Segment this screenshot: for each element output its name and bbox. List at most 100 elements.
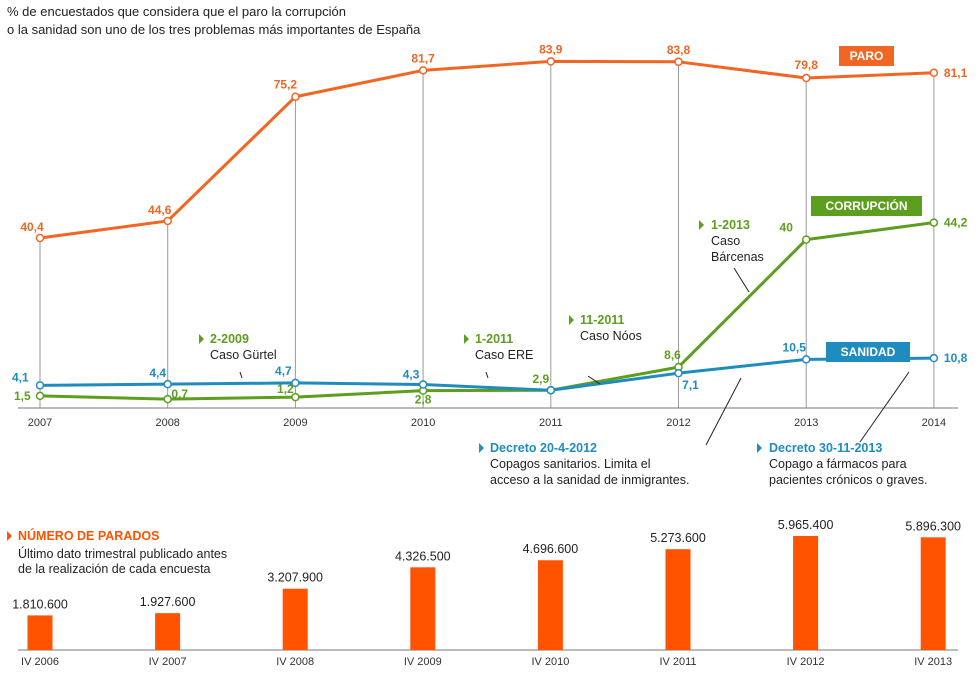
- annotation-arrow-1: [464, 334, 469, 344]
- data-point-0-2: [291, 92, 300, 101]
- bar-chart-subtitle-1: de la realización de cada encuesta: [18, 562, 211, 576]
- bar-chart-title: NÚMERO DE PARADOS: [18, 528, 159, 543]
- data-point-0-7: [929, 68, 939, 78]
- data-label-1-5: 8,6: [664, 348, 681, 362]
- series-line-2: [39, 356, 934, 392]
- x-tick-label-2013: 2013: [794, 417, 818, 429]
- annotation-title-2: 11-2011: [580, 313, 625, 327]
- data-point-1-7: [929, 218, 939, 227]
- bar-value-label-4: 4.696.600: [523, 542, 579, 556]
- data-point-1-1: [163, 394, 172, 404]
- data-label-2-1: 4,4: [149, 366, 166, 380]
- annotation-title-1: 1-2011: [475, 332, 513, 346]
- data-point-0-6: [801, 73, 811, 83]
- annotation-text-2-0: Caso Nóos: [580, 329, 642, 343]
- data-label-2-6: 10,5: [783, 340, 807, 354]
- data-label-1-3: 2,8: [415, 393, 432, 407]
- annotation-text-4-1: acceso a la sanidad de inmigrantes.: [490, 473, 689, 487]
- data-label-1-6: 40: [780, 221, 794, 235]
- data-label-1-1: 0,7: [171, 387, 188, 401]
- legend-box-2: [826, 342, 910, 362]
- bar-chart-title-arrow: [7, 531, 12, 541]
- bar-chart: NÚMERO DE PARADOS Último dato trimestral …: [7, 518, 961, 668]
- annotation-title-5: Decreto 30-11-2013: [769, 441, 882, 455]
- annotation-title-4: Decreto 20-4-2012: [490, 441, 597, 455]
- data-label-0-0: 40,4: [20, 220, 44, 234]
- data-point-1-0: [35, 391, 45, 401]
- data-point-2-5: [674, 368, 683, 378]
- data-point-0-3: [418, 66, 428, 75]
- data-label-2-0: 4,1: [12, 370, 29, 384]
- data-label-1-4: 2,9: [532, 372, 549, 386]
- x-tick-label-2010: 2010: [411, 417, 435, 429]
- bar-value-label-1: 1.927.600: [140, 595, 196, 609]
- data-point-0-1: [163, 216, 172, 226]
- bar-6: [793, 536, 819, 650]
- data-point-1-6: [801, 235, 811, 244]
- data-label-0-4: 83,9: [539, 42, 563, 56]
- data-point-2-4: [546, 385, 556, 395]
- legend-box-0: [839, 46, 894, 66]
- annotation-text-4-0: Copagos sanitarios. Limita el: [490, 457, 651, 471]
- bar-category-label-2: IV 2008: [276, 656, 314, 668]
- annotation-text-3-1: Bárcenas: [711, 250, 764, 264]
- annotation-leader-4: [705, 377, 742, 446]
- bar-1: [155, 613, 181, 650]
- bar-7: [920, 537, 946, 650]
- data-point-2-6: [801, 355, 811, 364]
- bar-category-label-7: IV 2013: [914, 656, 952, 668]
- data-point-2-3: [418, 380, 428, 389]
- data-label-2-5: 7,1: [682, 378, 699, 392]
- data-point-2-7: [929, 353, 939, 363]
- x-tick-label-2011: 2011: [539, 417, 563, 429]
- annotation-text-0-0: Caso Gürtel: [210, 348, 277, 362]
- line-series: [35, 57, 939, 404]
- data-label-1-0: 1,5: [14, 389, 31, 403]
- x-tick-label-2012: 2012: [666, 417, 690, 429]
- annotation-leader-5: [859, 371, 910, 443]
- data-label-0-2: 75,2: [274, 78, 298, 92]
- annotation-title-0: 2-2009: [210, 332, 249, 346]
- legend-box-1: [811, 196, 922, 216]
- series-line-0: [39, 59, 934, 240]
- data-label-2-2: 4,7: [275, 364, 292, 378]
- data-label-1-2: 1,2: [277, 382, 294, 396]
- bar-category-label-5: IV 2011: [659, 656, 696, 668]
- data-label-0-5: 83,8: [667, 43, 691, 57]
- bar-category-label-0: IV 2006: [21, 656, 59, 668]
- data-label-0-1: 44,6: [148, 203, 172, 217]
- data-point-0-0: [35, 233, 45, 243]
- data-labels: 40,4 44,6 75,2 81,7 83,9 83,8 79,8 81,1 1,5 0,7 1,…: [12, 42, 968, 406]
- bar-2: [282, 588, 308, 650]
- annotation-arrow-3: [699, 220, 704, 230]
- data-point-2-1: [163, 379, 172, 389]
- data-label-0-3: 81,7: [411, 51, 435, 65]
- annotation-arrow-5: [757, 443, 762, 453]
- annotation-text-5-1: pacientes crónicos o graves.: [769, 473, 927, 487]
- data-point-0-5: [674, 57, 683, 67]
- data-label-0-7: 81,1: [944, 66, 968, 80]
- legend: PARO CORRUPCIÓN SANIDAD: [811, 46, 922, 362]
- bar-5: [665, 549, 691, 650]
- chart-title-line1: % de encuestados que considera que el pa…: [7, 4, 346, 19]
- legend-label-1: CORRUPCIÓN: [825, 198, 907, 213]
- bar-value-label-3: 4.326.500: [395, 549, 451, 563]
- data-label-2-7: 10,8: [944, 351, 968, 365]
- annotation-leader-1: [485, 371, 489, 379]
- legend-label-2: SANIDAD: [841, 345, 896, 359]
- bar-value-label-5: 5.273.600: [650, 531, 706, 545]
- bar-value-label-2: 3.207.900: [267, 571, 323, 585]
- x-tick-label-2014: 2014: [922, 417, 946, 429]
- x-tick-label-2009: 2009: [283, 417, 307, 429]
- x-tick-label-2008: 2008: [155, 417, 179, 429]
- annotations: 2-2009 Caso Gürtel 1-2011 Caso ERE 11-2011 Ca…: [199, 218, 927, 487]
- annotation-arrow-0: [199, 334, 204, 344]
- x-axis: 2007 2008 2009 2010 2011 2012 2013 2014: [18, 407, 958, 429]
- data-point-1-2: [291, 392, 300, 402]
- annotation-arrow-4: [479, 443, 484, 453]
- bar-category-label-6: IV 2012: [787, 656, 825, 668]
- bar-category-label-1: IV 2007: [149, 656, 187, 668]
- gridlines: [39, 61, 935, 408]
